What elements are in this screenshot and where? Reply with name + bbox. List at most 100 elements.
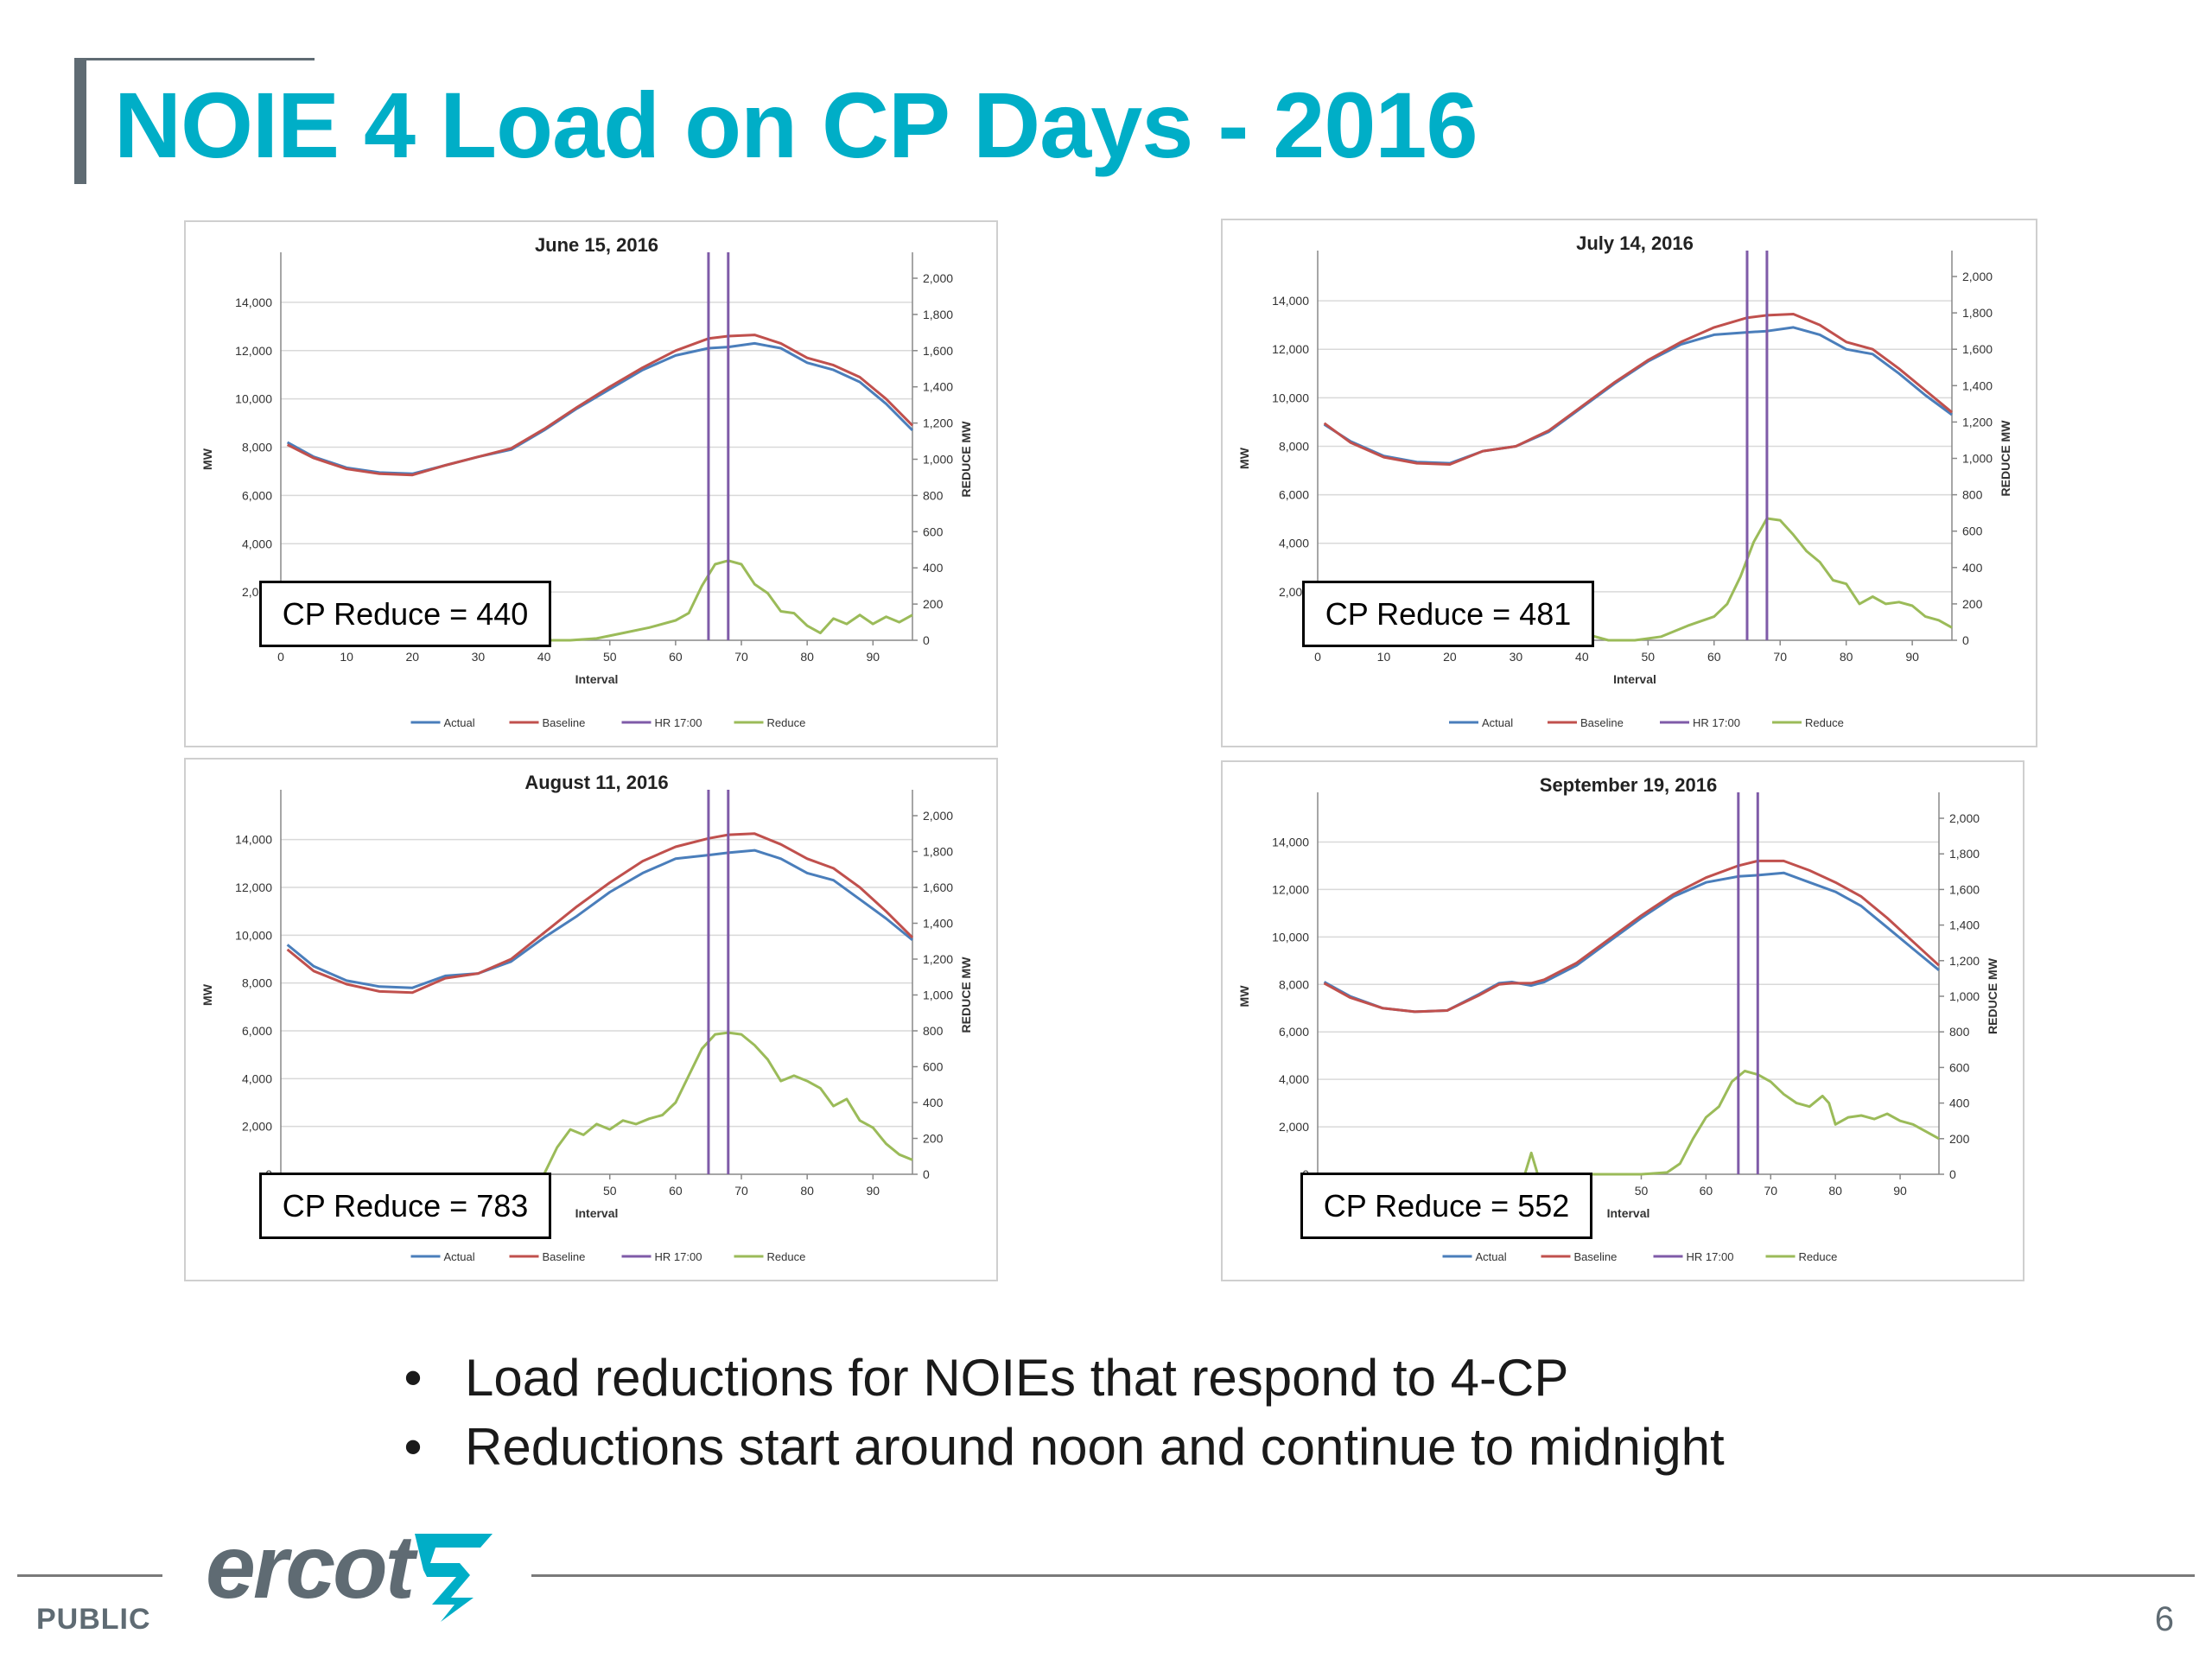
- y-tick-label: 6,000: [1279, 488, 1309, 502]
- y2-tick-label: 1,800: [923, 845, 953, 859]
- y2-tick-label: 1,200: [923, 952, 953, 966]
- legend-label: HR 17:00: [1687, 1250, 1734, 1263]
- y2-axis-label: REDUCE MW: [959, 957, 973, 1033]
- series-line-baseline: [286, 334, 914, 477]
- y2-tick-label: 1,800: [923, 308, 953, 321]
- y2-tick-label: 0: [1949, 1167, 1956, 1181]
- y2-tick-label: 1,600: [923, 880, 953, 894]
- y-tick-label: 12,000: [235, 344, 272, 358]
- y2-tick-label: 1,000: [1949, 989, 1980, 1003]
- y2-tick-label: 1,600: [1949, 882, 1980, 896]
- x-tick-label: 40: [537, 650, 551, 664]
- y2-tick-label: 1,000: [923, 453, 953, 467]
- y-tick-label: 8,000: [242, 441, 272, 454]
- y2-tick-label: 1,600: [1962, 342, 1993, 356]
- legend-label: Baseline: [543, 716, 586, 729]
- y2-tick-label: 2,000: [923, 809, 953, 823]
- x-axis-label: Interval: [1613, 672, 1656, 686]
- chart-svg: June 15, 2016 0 2,000 4,000 6,000 8,000 10,000…: [200, 234, 973, 729]
- page-number: 6: [2154, 1600, 2174, 1638]
- y2-tick-label: 400: [923, 561, 944, 575]
- y-tick-label: 12,000: [1272, 882, 1309, 896]
- y2-tick-label: 1,600: [923, 344, 953, 358]
- y-tick-label: 12,000: [235, 880, 272, 894]
- legend-label: Reduce: [1799, 1250, 1838, 1263]
- x-tick-label: 60: [1700, 1184, 1713, 1198]
- legend-label: Actual: [1476, 1250, 1507, 1263]
- cp-reduce-callout: CP Reduce = 481: [1302, 581, 1594, 647]
- chart-panel-june: June 15, 2016 0 2,000 4,000 6,000 8,000 10,000…: [184, 220, 998, 747]
- series-line-baseline: [1323, 313, 1953, 466]
- chart-svg: September 19, 2016 0 2,000 4,000 6,000 8,000 1…: [1237, 774, 1999, 1263]
- cp-reduce-callout: CP Reduce = 783: [259, 1173, 551, 1239]
- bullet-text: Reductions start around noon and continu…: [465, 1418, 1725, 1476]
- public-label: PUBLIC: [36, 1603, 151, 1636]
- y-tick-label: 4,000: [1279, 537, 1309, 550]
- legend-label: Actual: [444, 716, 475, 729]
- y2-axis-label: REDUCE MW: [1999, 420, 2012, 497]
- bullet-item: • Load reductions for NOIEs that respond …: [396, 1344, 1725, 1413]
- y-tick-label: 8,000: [1279, 439, 1309, 453]
- y-tick-label: 6,000: [1279, 1025, 1309, 1039]
- y2-tick-label: 400: [1949, 1096, 1970, 1110]
- y-tick-label: 14,000: [1272, 835, 1309, 849]
- y-tick-label: 6,000: [242, 488, 272, 502]
- legend-label: Actual: [444, 1250, 475, 1263]
- y2-tick-label: 1,000: [923, 988, 953, 1002]
- legend-label: HR 17:00: [655, 716, 702, 729]
- chart-title: June 15, 2016: [535, 234, 658, 256]
- y2-tick-label: 800: [1962, 488, 1983, 502]
- x-tick-label: 30: [1510, 650, 1523, 664]
- y2-tick-label: 200: [1949, 1132, 1970, 1146]
- legend-label: HR 17:00: [1693, 716, 1740, 729]
- x-tick-label: 20: [406, 650, 420, 664]
- y2-tick-label: 600: [1962, 524, 1983, 538]
- y-tick-label: 10,000: [235, 928, 272, 942]
- logo-mark-icon: [415, 1534, 493, 1622]
- y-tick-label: 4,000: [242, 537, 272, 550]
- x-tick-label: 60: [669, 650, 683, 664]
- series-line-actual: [286, 849, 913, 989]
- y2-tick-label: 0: [923, 633, 930, 647]
- y-tick-label: 2,000: [1279, 1120, 1309, 1134]
- y2-tick-label: 200: [923, 597, 944, 611]
- y-tick-label: 2,000: [242, 1120, 272, 1134]
- x-tick-label: 50: [1635, 1184, 1649, 1198]
- series-line-actual: [286, 341, 914, 475]
- y2-tick-label: 1,200: [923, 416, 953, 430]
- x-tick-label: 90: [867, 1184, 880, 1198]
- x-tick-label: 80: [800, 650, 814, 664]
- title-accent-bar: [74, 58, 86, 184]
- y2-tick-label: 200: [1962, 597, 1983, 611]
- bullet-glyph: •: [404, 1418, 423, 1476]
- cp-reduce-callout: CP Reduce = 552: [1300, 1173, 1592, 1239]
- bullet-text: Load reductions for NOIEs that respond t…: [465, 1349, 1569, 1407]
- y2-tick-label: 1,200: [1962, 415, 1993, 429]
- legend-label: Baseline: [543, 1250, 586, 1263]
- y2-tick-label: 1,400: [1962, 378, 1993, 392]
- y-tick-label: 2,000: [1279, 585, 1309, 599]
- x-tick-label: 70: [734, 1184, 748, 1198]
- x-axis-label: Interval: [575, 1206, 619, 1220]
- y-axis-label: MW: [200, 448, 214, 470]
- x-tick-label: 90: [1893, 1184, 1907, 1198]
- series-line-actual: [1323, 871, 1940, 1014]
- y2-tick-label: 1,800: [1949, 847, 1980, 861]
- y-tick-label: 6,000: [242, 1024, 272, 1038]
- page-title: NOIE 4 Load on CP Days - 2016: [114, 73, 1478, 177]
- legend-label: Reduce: [767, 1250, 806, 1263]
- y-tick-label: 14,000: [235, 833, 272, 847]
- legend-label: Baseline: [1580, 716, 1624, 729]
- x-tick-label: 80: [1840, 650, 1853, 664]
- series-line-baseline: [1323, 859, 1941, 1014]
- y2-tick-label: 1,000: [1962, 452, 1993, 466]
- x-tick-label: 0: [277, 650, 284, 664]
- y-tick-label: 12,000: [1272, 342, 1309, 356]
- x-tick-label: 10: [340, 650, 353, 664]
- cp-reduce-callout: CP Reduce = 440: [259, 581, 551, 647]
- y2-tick-label: 600: [923, 1060, 944, 1074]
- legend-label: Reduce: [1805, 716, 1844, 729]
- legend-label: Reduce: [767, 716, 806, 729]
- x-tick-label: 50: [1642, 650, 1656, 664]
- y2-tick-label: 1,400: [923, 380, 953, 394]
